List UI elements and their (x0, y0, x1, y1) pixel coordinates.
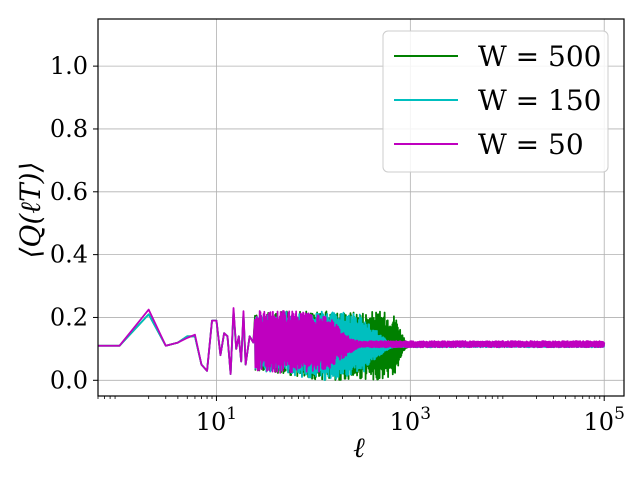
axis-ticks: 101 103 105 0.0 0.2 0.4 0.6 0.8 1.0 (50, 52, 625, 436)
y-tick-label: 1.0 (50, 52, 88, 80)
y-tick-label: 0.2 (50, 303, 88, 331)
y-tick-label: 0.8 (50, 115, 88, 143)
x-tick-label: 105 (584, 404, 625, 436)
y-tick-label: 0.4 (50, 241, 88, 269)
legend: W = 500 W = 150 W = 50 (382, 30, 609, 173)
legend-label: W = 500 (478, 40, 601, 73)
x-tick-label: 103 (390, 404, 431, 436)
y-tick-label: 0.0 (50, 366, 88, 394)
legend-label: W = 50 (478, 128, 584, 161)
x-tick-label: 101 (196, 404, 237, 436)
x-axis-label: ℓ (353, 431, 365, 464)
plot-frame (97, 18, 625, 397)
legend-label: W = 150 (478, 84, 601, 117)
series-line-3 (98, 307, 606, 375)
y-tick-label: 0.6 (50, 178, 88, 206)
y-axis-label: ⟨Q(ℓT)⟩ (14, 162, 47, 259)
legend-box (382, 30, 609, 173)
series-layer (98, 307, 606, 381)
